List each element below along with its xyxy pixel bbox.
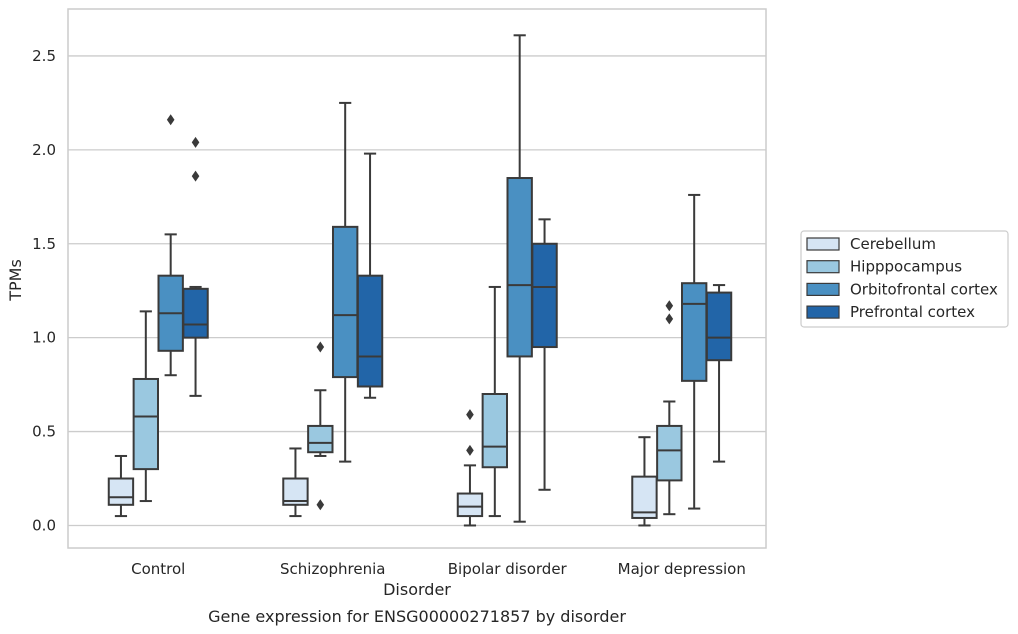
box-iqr xyxy=(481,393,509,469)
box-iqr xyxy=(506,177,533,358)
x-tick-labels: Control Schizophrenia Bipolar disorder Majo… xyxy=(131,560,746,578)
box-0-1 xyxy=(282,447,309,518)
box-iqr xyxy=(132,377,160,471)
box-0-3 xyxy=(631,436,658,527)
box-0-2 xyxy=(456,409,484,527)
box-iqr xyxy=(107,477,135,506)
legend-label: Prefrontal cortex xyxy=(850,303,975,321)
box-3-1 xyxy=(356,152,384,399)
box-2-0 xyxy=(157,114,184,377)
box-2-2 xyxy=(506,34,533,523)
outlier-marker xyxy=(191,170,200,182)
y-axis-title: TPMs xyxy=(6,259,25,302)
legend-swatch xyxy=(806,305,840,319)
legend-swatch xyxy=(806,260,840,274)
box-iqr xyxy=(631,475,658,519)
x-axis-title: Disorder xyxy=(383,580,451,599)
outlier-marker xyxy=(665,300,674,312)
box-1-3 xyxy=(656,300,683,516)
legend-swatch xyxy=(806,237,840,251)
box-2-1 xyxy=(331,101,359,463)
box-3-0 xyxy=(182,136,209,397)
legend-frame xyxy=(800,230,1009,328)
legend-swatch xyxy=(806,282,840,296)
legend-label: Cerebellum xyxy=(850,235,936,253)
box-1-0 xyxy=(132,310,160,503)
box-iqr xyxy=(531,242,558,349)
box-0-0 xyxy=(107,454,135,518)
outlier-marker xyxy=(166,114,175,126)
box-iqr xyxy=(705,291,733,362)
box-iqr xyxy=(356,274,384,388)
x-tick-label: Major depression xyxy=(618,560,746,578)
box-1-1 xyxy=(307,341,334,511)
chart-caption: Gene expression for ENSG00000271857 by d… xyxy=(208,607,626,626)
x-tick-label: Bipolar disorder xyxy=(448,560,568,578)
box-3-3 xyxy=(705,284,733,463)
box-iqr xyxy=(331,225,359,379)
y-tick-label: 2.0 xyxy=(32,141,56,159)
legend-label: Orbitofrontal cortex xyxy=(850,280,998,298)
y-tick-label: 1.5 xyxy=(32,235,56,253)
outlier-marker xyxy=(316,341,325,353)
y-tick-label: 0.0 xyxy=(32,516,56,534)
outlier-marker xyxy=(665,313,674,325)
y-tick-label: 1.0 xyxy=(32,329,56,347)
box-1-2 xyxy=(481,285,509,518)
y-tick-label: 0.5 xyxy=(32,423,56,441)
outlier-marker xyxy=(466,409,474,421)
box-series xyxy=(107,34,733,527)
box-3-2 xyxy=(531,218,558,491)
legend: Cerebellum Hipppocampus Orbitofrontal cort… xyxy=(800,230,1009,328)
x-tick-label: Schizophrenia xyxy=(280,560,385,578)
box-iqr xyxy=(456,492,484,518)
legend-label: Hipppocampus xyxy=(850,258,962,276)
outlier-marker xyxy=(466,444,474,456)
y-tick-label: 2.5 xyxy=(32,47,56,65)
box-iqr xyxy=(680,282,708,382)
box-iqr xyxy=(307,424,334,454)
y-tick-labels: 0.0 0.5 1.0 1.5 2.0 2.5 xyxy=(32,47,56,535)
plot-frame xyxy=(67,8,767,549)
box-2-3 xyxy=(680,193,708,510)
box-iqr xyxy=(182,287,209,339)
outlier-marker xyxy=(191,136,200,148)
outlier-marker xyxy=(316,499,325,511)
x-tick-label: Control xyxy=(131,560,185,578)
box-iqr xyxy=(656,424,683,482)
